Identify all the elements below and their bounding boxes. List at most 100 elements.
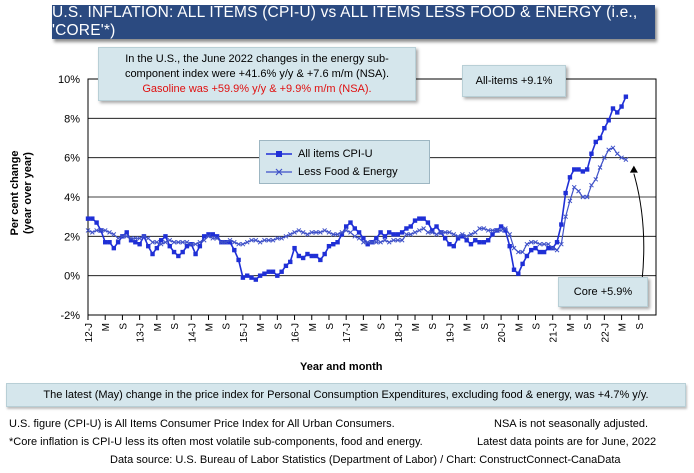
x-tick-label: M (256, 323, 267, 331)
data-point-all-items (300, 255, 306, 261)
data-point-core (537, 241, 543, 247)
data-point-all-items (395, 232, 401, 237)
data-point-core (576, 188, 581, 194)
data-point-core (287, 232, 293, 237)
data-point-core (249, 237, 254, 243)
data-point-all-items (417, 216, 422, 221)
data-point-core (567, 198, 573, 204)
data-point-core (507, 232, 513, 237)
latest-data-note: Latest data points are for June, 2022 (477, 436, 657, 448)
x-tick-label: 19-J (445, 323, 456, 342)
data-point-core (227, 237, 233, 243)
data-point-all-items (249, 275, 254, 280)
data-point-core (330, 232, 336, 237)
data-point-core (210, 235, 216, 241)
data-point-core (369, 239, 375, 245)
x-tick-label: 14-J (187, 323, 198, 342)
data-point-all-items (90, 216, 95, 221)
data-point-core (163, 239, 168, 245)
data-point-all-items (266, 269, 271, 274)
data-point-all-items (589, 151, 594, 156)
data-point-core (339, 230, 345, 235)
data-point-all-items (430, 228, 435, 233)
data-point-core (619, 155, 624, 161)
legend-square-marker-icon (266, 151, 292, 157)
data-point-all-items (262, 271, 267, 276)
data-point-core (154, 239, 160, 245)
data-point-core (244, 239, 250, 245)
data-point-core (472, 230, 478, 235)
data-point-core (266, 237, 272, 243)
data-point-core (460, 232, 465, 237)
data-point-core (219, 239, 224, 245)
data-point-all-items (404, 226, 409, 231)
data-point-core (318, 230, 323, 235)
data-point-core (167, 237, 173, 243)
data-point-core (490, 228, 495, 233)
data-point-all-items (537, 249, 543, 255)
data-point-all-items (425, 220, 431, 225)
data-point-all-items (619, 104, 624, 109)
data-point-all-items (176, 253, 181, 259)
data-point-all-items (275, 273, 280, 278)
x-tick-label: 21-J (549, 323, 560, 342)
data-point-core (94, 228, 99, 233)
data-point-all-items (85, 216, 91, 221)
data-point-core (584, 194, 590, 200)
data-point-core (365, 239, 371, 245)
data-point-all-items (559, 222, 564, 227)
data-point-core (309, 230, 315, 235)
data-point-core (606, 147, 612, 153)
pce-note: The latest (May) change in the price ind… (6, 383, 686, 407)
data-point-all-items (498, 224, 504, 229)
data-point-core (98, 228, 104, 233)
data-point-core (554, 247, 560, 253)
data-point-all-items (382, 234, 388, 239)
data-point-all-items (455, 236, 461, 241)
data-point-core (602, 155, 607, 161)
data-point-core (201, 237, 207, 243)
data-point-core (533, 239, 538, 245)
data-point-core (614, 151, 620, 157)
data-point-core (408, 232, 414, 237)
data-point-all-items (245, 273, 250, 278)
gasoline-callout: Gasoline was +59.9% y/y & +9.9% m/m (NSA… (142, 83, 372, 95)
data-point-all-items (257, 273, 263, 278)
data-point-core (356, 235, 362, 241)
legend-item-all-items: All items CPI-U (260, 145, 373, 163)
data-point-core (412, 230, 418, 235)
x-tick-label: 22-J (600, 323, 611, 342)
data-point-core (236, 241, 241, 247)
data-point-all-items (103, 240, 108, 245)
energy-callout-line2: component index were +41.6% y/y & +7.6 m… (124, 68, 390, 80)
data-point-all-items (485, 238, 491, 243)
data-point-all-items (318, 257, 323, 263)
data-point-core (188, 241, 194, 247)
data-point-all-items (240, 275, 246, 280)
data-point-all-items (468, 242, 474, 247)
data-point-all-items (356, 230, 362, 235)
data-point-core (378, 239, 383, 245)
data-point-core (171, 239, 177, 245)
data-point-all-items (232, 247, 237, 253)
data-point-all-items (408, 224, 413, 229)
data-source-note: Data source: U.S. Bureau of Labor Statis… (110, 454, 621, 466)
data-point-core (434, 232, 439, 237)
data-point-core (348, 230, 353, 235)
x-tick-label: M (153, 323, 164, 331)
data-point-all-items (511, 267, 517, 272)
x-tick-label: M (618, 323, 629, 331)
x-tick-label: M (308, 323, 319, 331)
data-point-all-items (154, 245, 160, 251)
data-point-core (386, 239, 392, 245)
data-point-core (176, 239, 181, 245)
y-tick-label: 4% (64, 192, 80, 204)
x-tick-label: M (411, 323, 422, 331)
data-point-all-items (236, 257, 241, 263)
data-point-core (451, 232, 457, 237)
data-point-all-items (158, 238, 164, 243)
data-point-core (335, 232, 340, 237)
data-point-all-items (283, 263, 289, 269)
x-tick-label: S (222, 323, 233, 330)
